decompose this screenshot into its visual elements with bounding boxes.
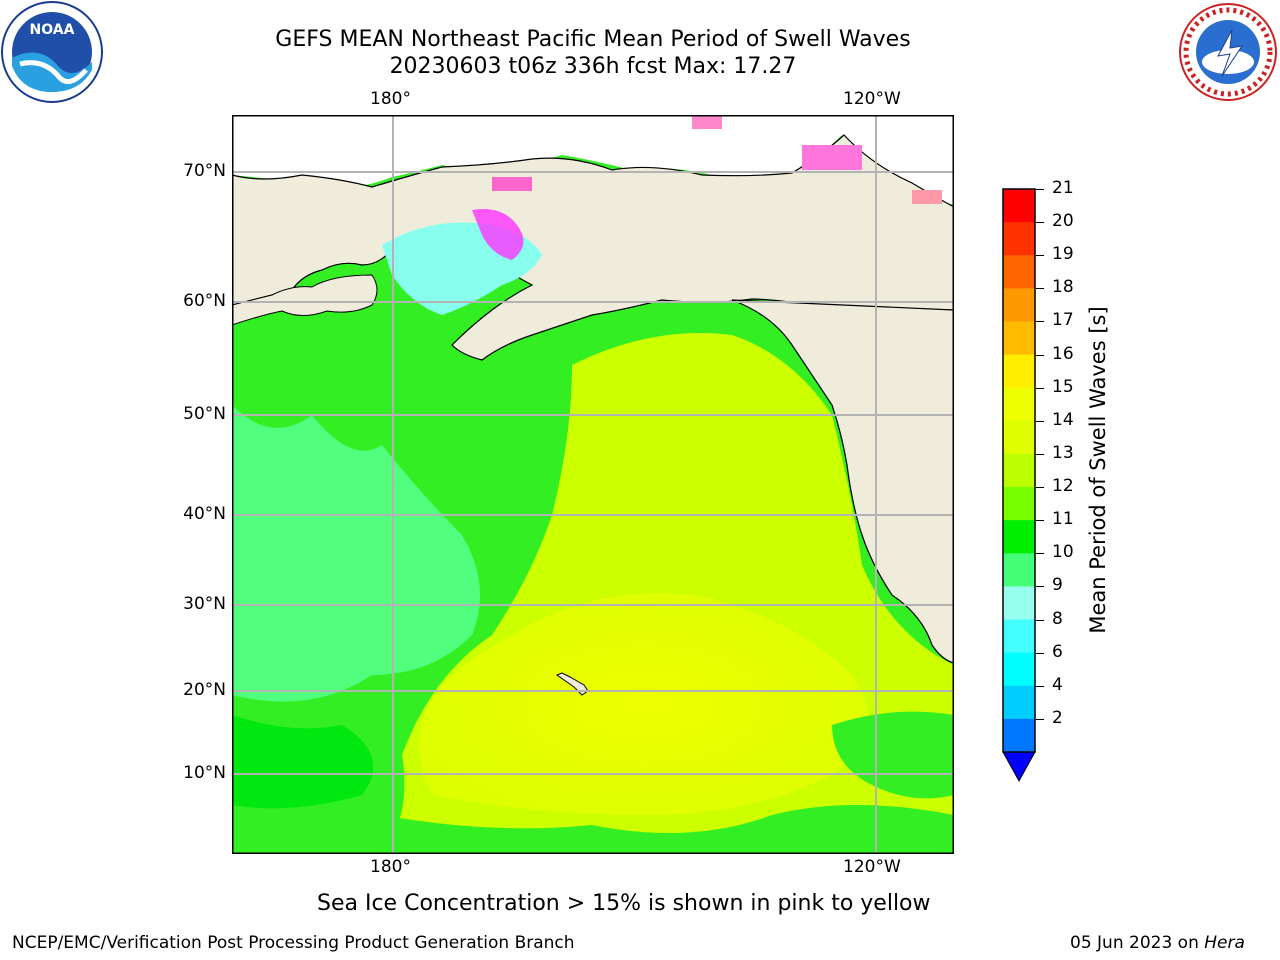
colorbar-tick-mark bbox=[1036, 520, 1044, 522]
svg-text:NOAA: NOAA bbox=[30, 22, 75, 38]
colorbar-tick-mark bbox=[1036, 420, 1044, 422]
colorbar-tick-label: 21 bbox=[1052, 178, 1074, 198]
lat-label-60n: 60°N bbox=[183, 291, 226, 311]
footer-date-text: 05 Jun 2023 on bbox=[1070, 933, 1205, 953]
lat-label-40n: 40°N bbox=[183, 504, 226, 524]
colorbar-segment bbox=[1003, 453, 1035, 488]
map-panel bbox=[231, 114, 955, 855]
colorbar-tick-label: 10 bbox=[1052, 542, 1074, 563]
colorbar-segment bbox=[1003, 222, 1035, 256]
sea-ice-patch bbox=[472, 209, 524, 260]
colorbar-tick-label: 15 bbox=[1052, 376, 1074, 397]
lat-label-10n: 10°N bbox=[183, 763, 226, 783]
colorbar-segment bbox=[1003, 255, 1035, 289]
hawaii-islands bbox=[555, 672, 589, 696]
colorbar-tick-mark bbox=[1036, 487, 1044, 489]
lat-label-50n: 50°N bbox=[183, 404, 226, 424]
colorbar-tick-mark bbox=[1036, 553, 1044, 555]
colorbar-tick-label: 9 bbox=[1052, 575, 1063, 596]
swell-11-west-south bbox=[232, 715, 374, 809]
colorbar-tick-mark bbox=[1036, 718, 1044, 720]
lat-label-30n: 30°N bbox=[183, 594, 226, 614]
colorbar-segment bbox=[1003, 619, 1035, 654]
colorbar-tick-mark bbox=[1036, 387, 1044, 389]
swell-9-10-west bbox=[232, 405, 480, 702]
colorbar-segment bbox=[1003, 387, 1035, 422]
colorbar-tick-mark bbox=[1036, 652, 1044, 654]
colorbar-tick-mark bbox=[1036, 288, 1044, 290]
sea-ice-patch bbox=[912, 190, 942, 204]
colorbar-tick-label: 17 bbox=[1052, 310, 1074, 331]
lat-label-20n: 20°N bbox=[183, 680, 226, 700]
sea-ice-patch bbox=[692, 115, 722, 129]
north-america-coast bbox=[731, 299, 955, 664]
swell-11-southeast bbox=[832, 711, 954, 799]
colorbar-segment bbox=[1003, 652, 1035, 687]
colorbar-segment bbox=[1003, 553, 1035, 587]
colorbar-segment bbox=[1003, 420, 1035, 455]
sea-ice-patch bbox=[492, 177, 532, 191]
lon-label-top-180: 180° bbox=[370, 89, 411, 109]
nws-logo bbox=[1176, 0, 1280, 104]
colorbar-tick-mark bbox=[1036, 453, 1044, 455]
colorbar-tick-label: 14 bbox=[1052, 409, 1074, 430]
colorbar-tick-mark bbox=[1036, 189, 1044, 190]
colorbar-tick-mark bbox=[1036, 685, 1044, 687]
lat-label-70n: 70°N bbox=[183, 161, 226, 181]
colorbar-segment bbox=[1003, 189, 1035, 223]
colorbar-tick-label: 19 bbox=[1052, 244, 1074, 265]
colorbar-segment bbox=[1003, 487, 1035, 521]
arctic-ocean bbox=[232, 115, 954, 205]
colorbar-segment bbox=[1003, 321, 1035, 356]
colorbar-segment bbox=[1003, 718, 1035, 753]
lon-label-bottom-180: 180° bbox=[370, 857, 411, 877]
colorbar-tick-label: 12 bbox=[1052, 476, 1074, 497]
colorbar-tick-label: 16 bbox=[1052, 343, 1074, 364]
colorbar-tick-label: 11 bbox=[1052, 509, 1074, 530]
swell-11-south bbox=[382, 805, 954, 854]
noaa-logo: NOAA bbox=[0, 0, 104, 104]
colorbar-tick-label: 4 bbox=[1052, 674, 1063, 695]
colorbar-segment bbox=[1003, 520, 1035, 554]
chart-subtitle: 20230603 t06z 336h fcst Max: 17.27 bbox=[389, 54, 797, 79]
colorbar-label: Mean Period of Swell Waves [s] bbox=[1086, 306, 1110, 634]
footer-credit: NCEP/EMC/Verification Post Processing Pr… bbox=[12, 933, 575, 953]
sea-ice-patch bbox=[802, 145, 862, 170]
colorbar-tick-mark bbox=[1036, 619, 1044, 621]
colorbar-tick-mark bbox=[1036, 255, 1044, 257]
colorbar-tick-mark bbox=[1036, 586, 1044, 588]
map-frame bbox=[231, 114, 955, 855]
colorbar-segment bbox=[1003, 288, 1035, 322]
colorbar-tick-label: 18 bbox=[1052, 277, 1074, 298]
colorbar bbox=[1002, 188, 1036, 783]
chukotka-land bbox=[231, 274, 378, 326]
colorbar-tick-mark bbox=[1036, 222, 1044, 224]
footer-machine: Hera bbox=[1204, 933, 1245, 953]
colorbar-segment bbox=[1003, 586, 1035, 621]
colorbar-tick-label: 20 bbox=[1052, 211, 1074, 232]
colorbar-segment bbox=[1003, 354, 1035, 389]
lon-label-bottom-120w: 120°W bbox=[843, 857, 901, 877]
colorbar-tick-mark bbox=[1036, 321, 1044, 323]
colorbar-tick-label: 8 bbox=[1052, 608, 1063, 629]
colorbar-tick-label: 2 bbox=[1052, 707, 1063, 728]
chart-title: GEFS MEAN Northeast Pacific Mean Period … bbox=[275, 27, 911, 52]
colorbar-tick-mark bbox=[1036, 354, 1044, 356]
sea-ice-caption: Sea Ice Concentration > 15% is shown in … bbox=[317, 891, 931, 916]
lon-label-top-120w: 120°W bbox=[843, 89, 901, 109]
colorbar-tick-label: 6 bbox=[1052, 641, 1063, 662]
swell-14-15-central bbox=[419, 593, 868, 815]
colorbar-segment bbox=[1003, 685, 1035, 720]
graticule bbox=[232, 115, 954, 854]
footer-date: 05 Jun 2023 on Hera bbox=[1070, 933, 1245, 953]
colorbar-tick-label: 13 bbox=[1052, 442, 1074, 463]
